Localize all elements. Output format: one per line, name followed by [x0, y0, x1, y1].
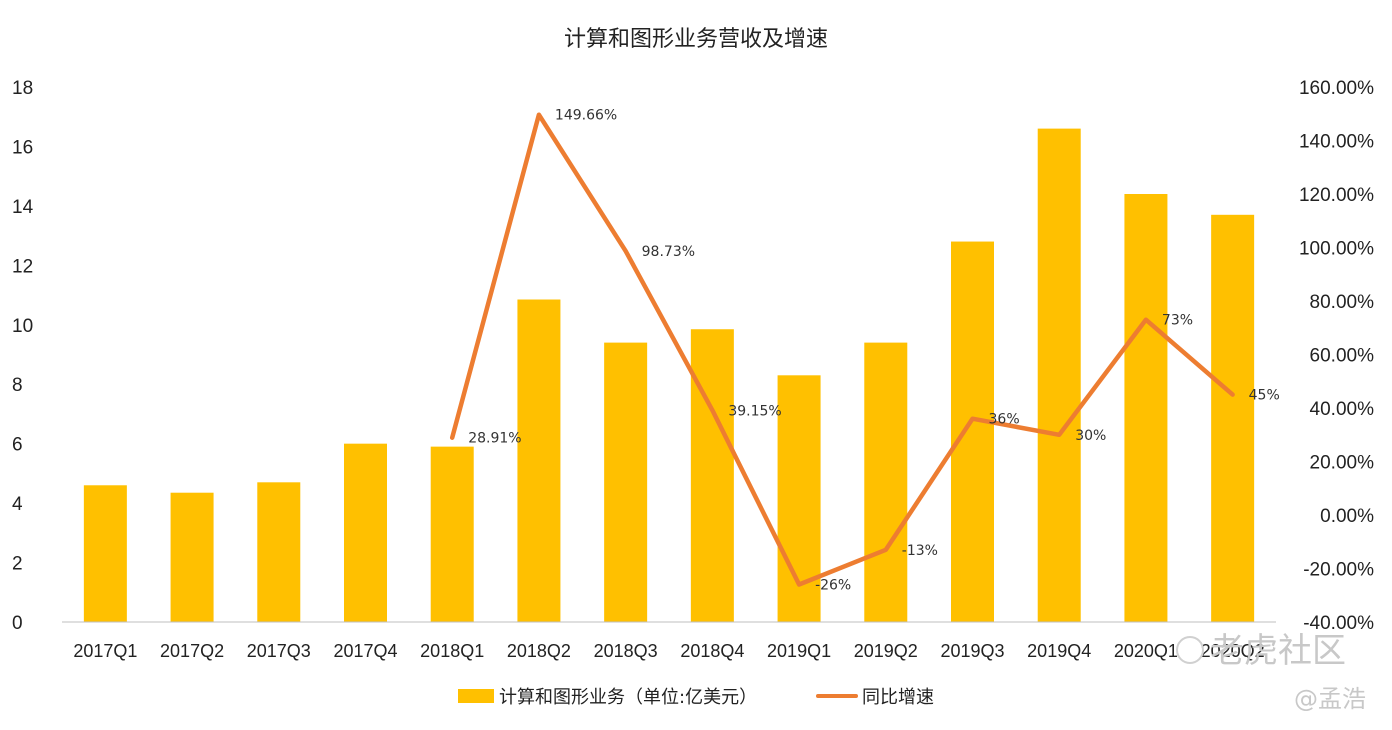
bar — [690, 329, 734, 622]
line-data-label: 28.91% — [468, 431, 521, 447]
right-tick-label: 60.00% — [1310, 346, 1375, 367]
x-tick-label: 2018Q4 — [680, 641, 744, 661]
line-data-label: -13% — [902, 543, 938, 559]
bar — [864, 342, 908, 622]
line-data-label: 45% — [1249, 388, 1280, 404]
line-data-labels: 28.91% 149.66% 98.73% 39.15% -26% -13% 36% 30% 7… — [468, 108, 1280, 594]
growth-line — [449, 112, 1235, 587]
bar — [170, 492, 214, 622]
watermark-author: @孟浩 — [1294, 685, 1366, 713]
right-tick-label: 140.00% — [1299, 132, 1374, 153]
left-tick-label: 16 — [12, 137, 33, 158]
bar — [344, 443, 387, 622]
right-axis: -40.00% -20.00% 0.00% 20.00% 40.00% 60.00% 80.… — [1299, 78, 1374, 634]
legend-bar-label: 计算和图形业务（单位:亿美元） — [499, 687, 757, 708]
x-tick-label: 2020Q2 — [1201, 641, 1265, 661]
x-tick-label: 2019Q2 — [854, 641, 918, 661]
legend: 计算和图形业务（单位:亿美元） 同比增速 — [458, 687, 934, 708]
line-data-label: 98.73% — [642, 244, 695, 260]
line-data-label: -26% — [815, 578, 851, 594]
bar — [1211, 214, 1255, 623]
left-tick-label: 18 — [12, 78, 33, 99]
bar — [604, 342, 648, 622]
x-tick-label: 2019Q4 — [1027, 641, 1091, 661]
line-series — [449, 112, 1235, 587]
right-tick-label: 120.00% — [1299, 185, 1374, 206]
right-tick-label: -40.00% — [1303, 613, 1374, 634]
watermark: 老虎社区 @孟浩 — [1176, 631, 1366, 713]
right-tick-label: 40.00% — [1310, 399, 1375, 420]
line-data-label: 36% — [989, 412, 1020, 428]
left-tick-label: 10 — [12, 316, 33, 337]
right-tick-label: 20.00% — [1310, 453, 1375, 474]
right-tick-label: 80.00% — [1310, 292, 1375, 313]
left-tick-label: 8 — [12, 375, 23, 396]
legend-bar-swatch — [458, 689, 494, 703]
right-tick-label: 160.00% — [1299, 78, 1374, 99]
x-tick-label: 2017Q3 — [247, 641, 311, 661]
left-tick-label: 12 — [12, 256, 33, 277]
bar — [951, 241, 994, 623]
x-tick-label: 2017Q4 — [333, 641, 397, 661]
x-tick-label: 2017Q2 — [160, 641, 224, 661]
bar — [1124, 194, 1168, 622]
chart-title: 计算和图形业务营收及增速 — [564, 27, 828, 52]
x-tick-label: 2018Q3 — [594, 641, 658, 661]
bar — [517, 299, 561, 622]
line-data-label: 149.66% — [555, 108, 617, 124]
x-tick-label: 2018Q1 — [420, 641, 484, 661]
left-tick-label: 2 — [12, 554, 23, 575]
bar-series — [83, 128, 1255, 623]
right-tick-label: 0.00% — [1320, 506, 1374, 527]
line-data-label: 73% — [1162, 313, 1193, 329]
bar — [83, 485, 127, 622]
line-data-label: 39.15% — [728, 403, 781, 419]
left-tick-label: 14 — [12, 197, 34, 218]
tiger-logo-icon — [1176, 636, 1204, 664]
x-tick-label: 2019Q1 — [767, 641, 831, 661]
right-tick-label: -20.00% — [1303, 560, 1374, 581]
legend-line-label: 同比增速 — [862, 687, 934, 708]
bar — [1037, 128, 1081, 622]
bar — [430, 446, 474, 622]
x-tick-label: 2017Q1 — [73, 641, 137, 661]
right-tick-label: 100.00% — [1299, 239, 1374, 260]
x-tick-label: 2018Q2 — [507, 641, 571, 661]
x-tick-label: 2020Q1 — [1114, 641, 1178, 661]
x-axis: 2017Q1 2017Q2 2017Q3 2017Q4 2018Q1 2018Q2 2018… — [62, 621, 1276, 661]
left-tick-label: 0 — [12, 613, 23, 634]
left-axis: 0 2 4 6 8 10 12 14 16 18 — [12, 78, 34, 634]
left-tick-label: 6 — [12, 435, 23, 456]
left-tick-label: 4 — [12, 494, 23, 515]
line-data-label: 30% — [1075, 428, 1106, 444]
bar — [257, 482, 301, 622]
watermark-brand: 老虎社区 — [1210, 631, 1346, 671]
x-tick-label: 2019Q3 — [940, 641, 1004, 661]
